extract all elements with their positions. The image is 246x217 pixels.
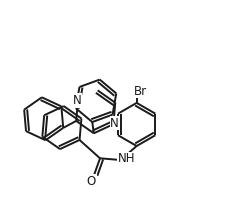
Text: N: N — [72, 94, 81, 107]
Text: Br: Br — [134, 85, 147, 98]
Text: N: N — [110, 117, 119, 130]
Text: O: O — [87, 175, 96, 188]
Text: NH: NH — [118, 152, 135, 165]
